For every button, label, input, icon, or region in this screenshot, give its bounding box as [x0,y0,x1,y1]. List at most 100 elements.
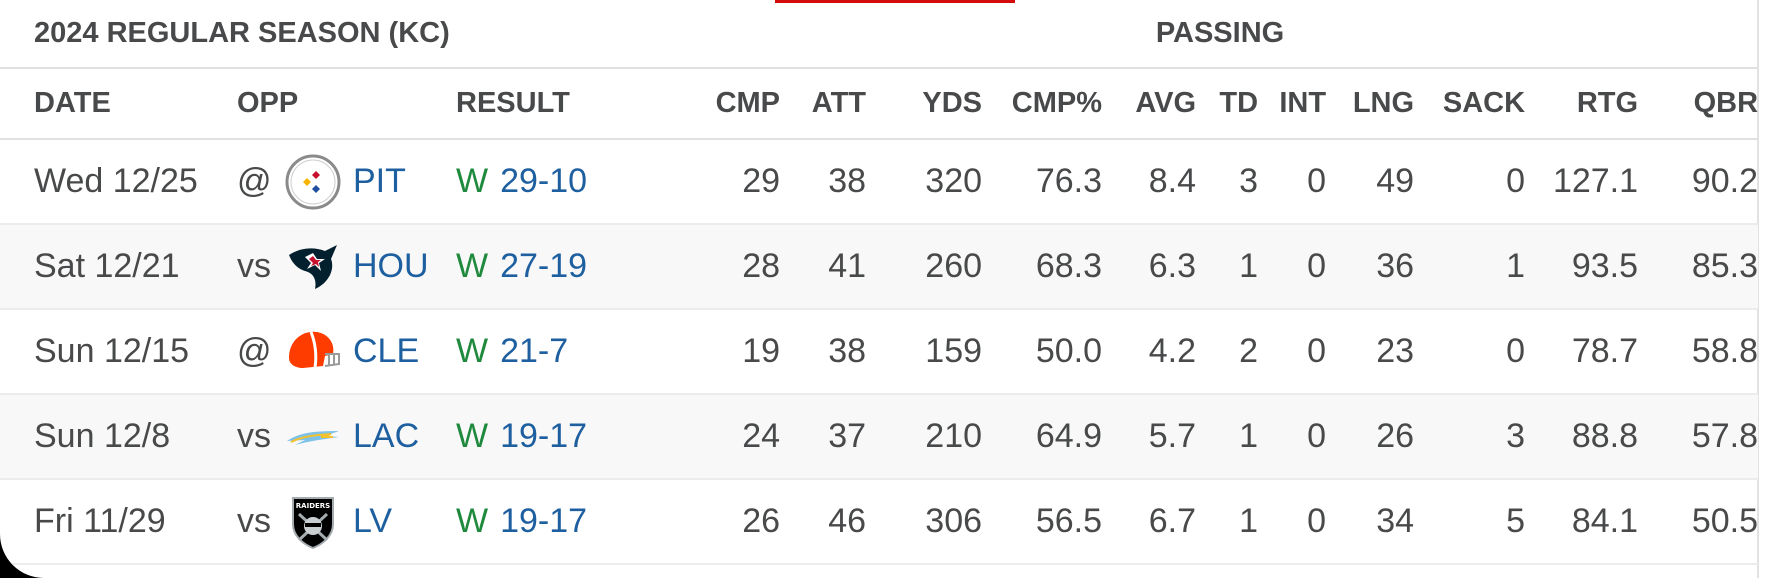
table-row: Wed 12/25 @ PIT [0,139,1759,225]
yds-cell: 159 [866,309,983,395]
cmp-pct-cell: 76.3 [982,139,1103,225]
cmp-cell: 24 [682,394,781,480]
col-header-att[interactable]: ATT [780,68,867,140]
sack-cell: 1 [1414,224,1526,310]
opponent-cell: vs HOU [237,224,456,310]
result-score-link[interactable]: 29-10 [500,162,588,200]
col-header-avg[interactable]: AVG [1102,68,1197,140]
result-score-link[interactable]: 19-17 [500,417,588,455]
td-cell: 2 [1196,309,1259,395]
col-header-opp[interactable]: OPP [237,68,456,140]
rtg-cell: 88.8 [1525,394,1639,480]
cmp-pct-cell: 68.3 [982,224,1103,310]
lng-cell: 49 [1326,139,1415,225]
td-cell: 1 [1196,224,1259,310]
avg-cell: 5.7 [1102,394,1197,480]
avg-cell: 6.7 [1102,479,1197,565]
result-score-link[interactable]: 21-7 [500,332,569,370]
cmp-cell: 19 [682,309,781,395]
cmp-cell: 28 [682,224,781,310]
qbr-cell: 50.5 [1638,479,1759,565]
att-cell: 37 [780,394,867,480]
opponent-cell: vs LAC [237,394,456,480]
col-header-date[interactable]: DATE [0,68,237,140]
chargers-bolt-logo-icon[interactable] [285,409,341,465]
result-outcome: W [456,417,489,455]
col-header-cmp[interactable]: CMP [682,68,781,140]
lng-cell: 36 [1326,224,1415,310]
result-score-link[interactable]: 27-19 [500,247,588,285]
col-header-int[interactable]: INT [1258,68,1327,140]
qbr-cell: 90.2 [1638,139,1759,225]
team-link-lac[interactable]: LAC [353,417,420,455]
result-cell[interactable]: W 19-17 [456,479,683,565]
team-link-cle[interactable]: CLE [353,332,420,370]
table-row: Fri 11/29 vs RAIDERS LV [0,479,1759,565]
raiders-logo-text: RAIDERS [296,502,330,510]
avg-cell: 6.3 [1102,224,1197,310]
att-cell: 38 [780,309,867,395]
lng-cell: 34 [1326,479,1415,565]
col-header-qbr[interactable]: QBR [1638,68,1759,140]
date-cell: Sun 12/8 [0,394,237,480]
col-header-rtg[interactable]: RTG [1525,68,1639,140]
result-cell[interactable]: W 29-10 [456,139,683,225]
texans-logo-icon[interactable] [285,239,341,295]
home-away-indicator: @ [237,162,272,200]
int-cell: 0 [1258,139,1327,225]
col-header-result[interactable]: RESULT [456,68,683,140]
table-row: Sun 12/8 vs LAC W 19-17 24 37 [0,394,1759,480]
rtg-cell: 78.7 [1525,309,1639,395]
td-cell: 1 [1196,479,1259,565]
raiders-shield-logo-icon[interactable]: RAIDERS [285,494,341,550]
att-cell: 41 [780,224,867,310]
cmp-pct-cell: 56.5 [982,479,1103,565]
team-link-pit[interactable]: PIT [353,162,406,200]
table-row: Sun 12/15 @ CLE W 21-7 19 [0,309,1759,395]
result-outcome: W [456,502,489,540]
lng-cell: 23 [1326,309,1415,395]
sack-cell: 0 [1414,139,1526,225]
rtg-cell: 84.1 [1525,479,1639,565]
avg-cell: 4.2 [1102,309,1197,395]
home-away-indicator: vs [237,247,271,285]
col-header-yds[interactable]: YDS [866,68,983,140]
home-away-indicator: vs [237,502,271,540]
yds-cell: 320 [866,139,983,225]
result-score-link[interactable]: 19-17 [500,502,588,540]
opponent-cell: @ CLE [237,309,456,395]
opponent-cell: vs RAIDERS LV [237,479,456,565]
qbr-cell: 57.8 [1638,394,1759,480]
result-outcome: W [456,332,489,370]
col-header-sack[interactable]: SACK [1414,68,1526,140]
home-away-indicator: @ [237,332,272,370]
col-header-cmp-pct[interactable]: CMP% [982,68,1103,140]
result-cell[interactable]: W 21-7 [456,309,683,395]
team-link-hou[interactable]: HOU [353,247,429,285]
cmp-cell: 26 [682,479,781,565]
result-cell[interactable]: W 27-19 [456,224,683,310]
td-cell: 3 [1196,139,1259,225]
team-link-lv[interactable]: LV [353,502,393,540]
lng-cell: 26 [1326,394,1415,480]
att-cell: 46 [780,479,867,565]
int-cell: 0 [1258,479,1327,565]
avg-cell: 8.4 [1102,139,1197,225]
season-header-row: 2024 REGULAR SEASON (KC) PASSING [0,0,1759,69]
date-cell: Sat 12/21 [0,224,237,310]
steelers-logo-icon[interactable] [285,154,341,210]
col-header-td[interactable]: TD [1196,68,1259,140]
int-cell: 0 [1258,224,1327,310]
col-header-lng[interactable]: LNG [1326,68,1415,140]
att-cell: 38 [780,139,867,225]
result-outcome: W [456,162,489,200]
opponent-cell: @ PIT [237,139,456,225]
game-log-table: 2024 REGULAR SEASON (KC) PASSING DATE OP… [0,0,1759,565]
rtg-cell: 127.1 [1525,139,1639,225]
date-cell: Sun 12/15 [0,309,237,395]
td-cell: 1 [1196,394,1259,480]
result-cell[interactable]: W 19-17 [456,394,683,480]
browns-helmet-logo-icon[interactable] [285,324,341,380]
int-cell: 0 [1258,309,1327,395]
